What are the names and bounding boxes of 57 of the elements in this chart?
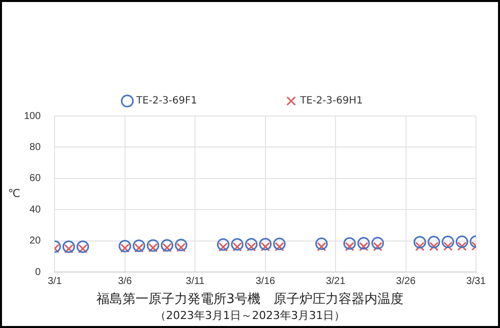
x-tick-label: 3/16 <box>256 276 276 287</box>
point <box>443 242 453 251</box>
point <box>457 242 467 251</box>
point <box>428 236 440 248</box>
x-tick-label: 3/31 <box>466 276 486 287</box>
point <box>160 239 174 252</box>
point <box>429 242 439 252</box>
point <box>118 240 132 252</box>
point <box>371 236 384 250</box>
point <box>132 240 146 252</box>
legend-label: TE-2-3-69F1 <box>135 96 198 107</box>
point <box>316 242 326 252</box>
point <box>64 244 74 254</box>
y-tick-label: 80 <box>30 142 42 153</box>
point <box>344 242 354 252</box>
legend-label: TE-2-3-69H1 <box>299 96 363 107</box>
point <box>259 238 272 250</box>
point <box>176 242 186 252</box>
point <box>218 242 228 252</box>
x-tick-label: 3/21 <box>326 276 346 287</box>
text: （2023年3月1日～2023年3月31日） <box>154 308 346 323</box>
point <box>78 244 88 254</box>
point <box>146 239 160 252</box>
point <box>343 237 356 250</box>
x-tick-label: 3/6 <box>118 276 132 287</box>
point <box>442 236 454 248</box>
point <box>232 242 242 252</box>
y-tick-label: 60 <box>30 173 42 184</box>
point <box>120 243 130 253</box>
x-tick-label: 3/11 <box>186 276 205 287</box>
point <box>373 242 382 252</box>
point <box>62 240 75 253</box>
point <box>231 238 244 251</box>
point <box>414 236 426 248</box>
point <box>162 243 172 252</box>
point <box>456 235 468 248</box>
text: 福島第一原子力発電所3号機 原子炉圧力容器内温度 <box>95 291 405 308</box>
point <box>274 242 284 252</box>
point <box>245 238 258 250</box>
y-tick-label: 100 <box>24 110 42 122</box>
x-tick-label: 3/26 <box>396 276 416 287</box>
y-tick-label: 20 <box>30 236 42 247</box>
point <box>174 238 188 252</box>
point <box>273 238 286 250</box>
point <box>148 243 158 252</box>
point <box>357 237 370 250</box>
point <box>246 242 256 252</box>
point <box>134 243 144 253</box>
point <box>76 240 90 253</box>
point <box>216 238 230 251</box>
point <box>359 242 368 252</box>
point <box>415 242 424 252</box>
y-tick-label: 0 <box>35 266 42 278</box>
y-axis-title: ℃ <box>8 186 20 200</box>
y-tick-label: 40 <box>30 204 42 216</box>
point <box>315 238 328 250</box>
x-tick-label: 3/1 <box>48 276 62 287</box>
